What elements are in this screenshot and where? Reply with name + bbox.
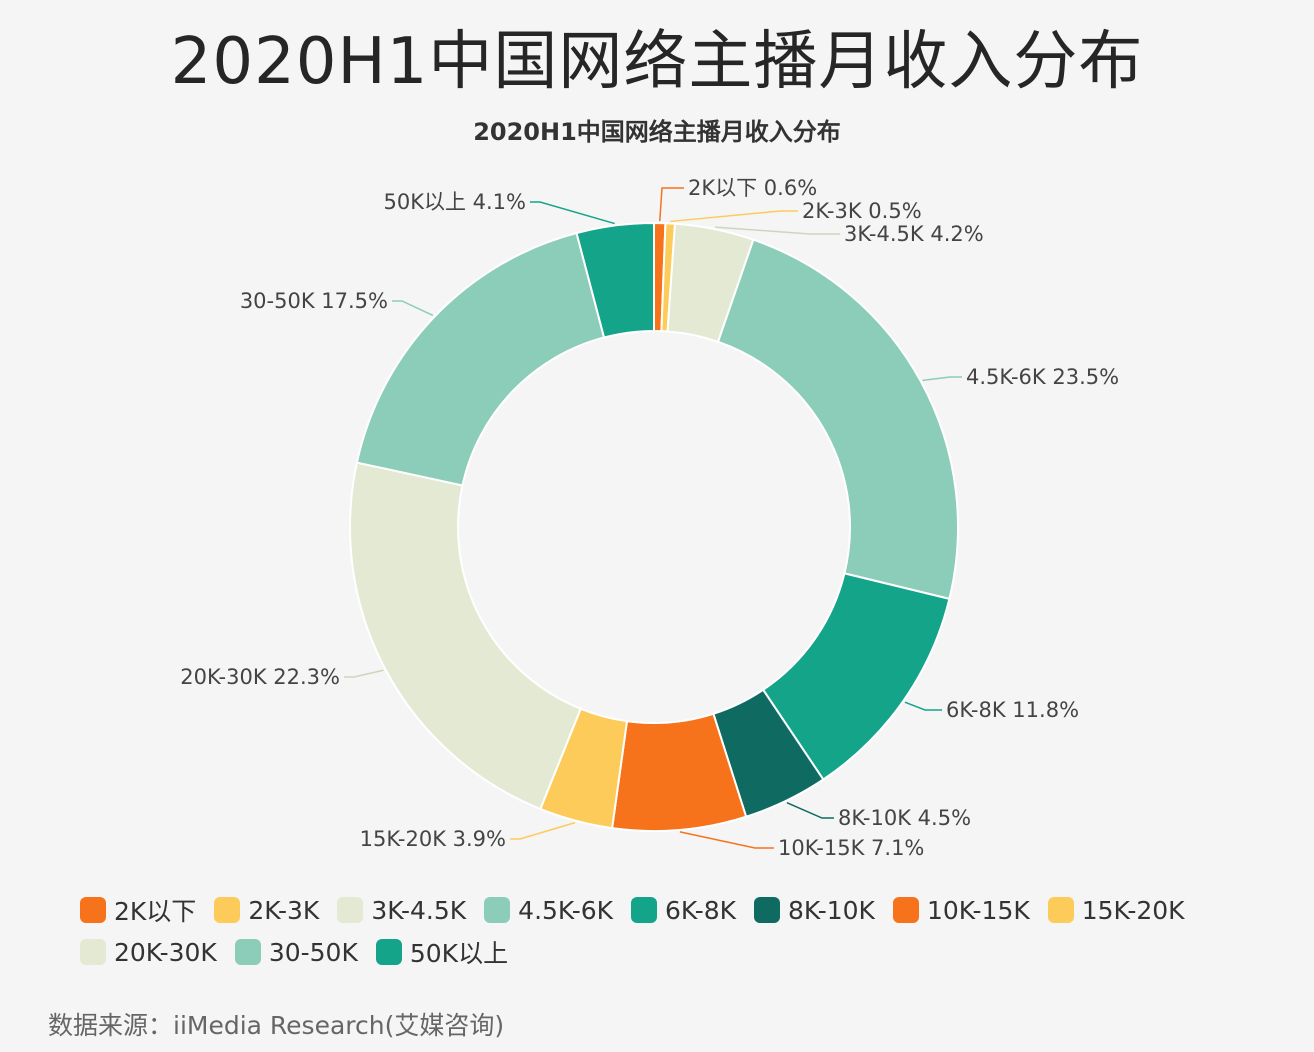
legend: 2K以下 2K-3K 3K-4.5K 4.5K-6K 6K-8K 8K-10K 10K-15… — [80, 893, 1280, 969]
donut-slice[interactable] — [349, 461, 583, 811]
slice-label: 6K-8K 11.8% — [946, 698, 1079, 722]
legend-item[interactable]: 4.5K-6K — [484, 893, 613, 927]
legend-label: 6K-8K — [665, 895, 737, 925]
chart-title: 2020H1中国网络主播月收入分布 — [473, 118, 841, 146]
legend-item[interactable]: 30-50K — [234, 935, 358, 969]
legend-label: 2K以下 — [114, 897, 197, 926]
leader-line — [786, 801, 834, 819]
legend-label: 3K-4.5K — [371, 895, 467, 925]
page-title: 2020H1中国网络主播月收入分布 — [170, 25, 1144, 99]
slice-label: 10K-15K 7.1% — [778, 836, 924, 860]
legend-item[interactable]: 8K-10K — [754, 893, 875, 927]
legend-swatch — [631, 897, 658, 923]
legend-label: 10K-15K — [926, 895, 1030, 925]
slice-label: 2K以下 0.6% — [688, 176, 817, 200]
leader-line — [344, 669, 384, 678]
leader-line — [922, 376, 962, 382]
legend-swatch — [337, 897, 364, 923]
donut-slice[interactable] — [355, 231, 606, 487]
leader-line — [670, 210, 798, 223]
data-source: 数据来源：iiMedia Research(艾媒咨询) — [48, 1011, 505, 1040]
legend-swatch — [892, 897, 919, 923]
slice-label: 15K-20K 3.9% — [360, 827, 506, 851]
legend-label: 15K-20K — [1081, 895, 1185, 925]
legend-item[interactable]: 10K-15K — [892, 893, 1030, 927]
legend-label: 4.5K-6K — [518, 895, 614, 925]
legend-label: 2K-3K — [248, 895, 320, 925]
slice-label: 2K-3K 0.5% — [802, 199, 922, 223]
donut-slice[interactable] — [716, 238, 959, 601]
donut-slices — [349, 221, 959, 832]
leader-line — [659, 187, 684, 222]
legend-swatch — [754, 897, 781, 923]
leader-line — [904, 701, 942, 711]
leader-line — [392, 300, 434, 317]
leader-line — [715, 226, 840, 235]
legend-swatch — [484, 897, 511, 923]
legend-label: 20K-30K — [114, 937, 217, 967]
slice-label: 30-50K 17.5% — [240, 289, 388, 313]
slice-labels: 2K以下 0.6%2K-3K 0.5%3K-4.5K 4.2% 4.5K-6K 2… — [180, 176, 1119, 860]
legend-item[interactable]: 3K-4.5K — [337, 893, 466, 927]
legend-swatch — [80, 939, 106, 965]
legend-swatch — [214, 897, 241, 923]
slice-label: 50K以上 4.1% — [383, 190, 526, 214]
slice-label: 4.5K-6K 23.5% — [966, 365, 1119, 389]
legend-label: 50K以上 — [409, 939, 509, 968]
legend-swatch — [1047, 897, 1074, 923]
legend-item[interactable]: 50K以上 — [375, 935, 509, 969]
legend-swatch — [234, 939, 261, 965]
legend-label: 8K-10K — [788, 895, 875, 925]
legend-item[interactable]: 15K-20K — [1047, 893, 1185, 927]
slice-label: 8K-10K 4.5% — [838, 806, 971, 830]
legend-swatch — [80, 897, 106, 923]
legend-item[interactable]: 20K-30K — [80, 935, 217, 969]
leader-line — [679, 831, 774, 849]
legend-label: 30-50K — [268, 937, 358, 967]
legend-item[interactable]: 2K以下 — [80, 893, 196, 927]
legend-swatch — [375, 939, 402, 965]
legend-item[interactable]: 6K-8K — [631, 893, 736, 927]
legend-item[interactable]: 2K-3K — [214, 893, 319, 927]
slice-label: 3K-4.5K 4.2% — [844, 222, 984, 246]
label-leader-lines — [344, 187, 962, 849]
leader-line — [510, 821, 576, 840]
slice-label: 20K-30K 22.3% — [180, 665, 340, 689]
leader-line — [530, 201, 615, 225]
donut-slice[interactable] — [575, 221, 655, 339]
